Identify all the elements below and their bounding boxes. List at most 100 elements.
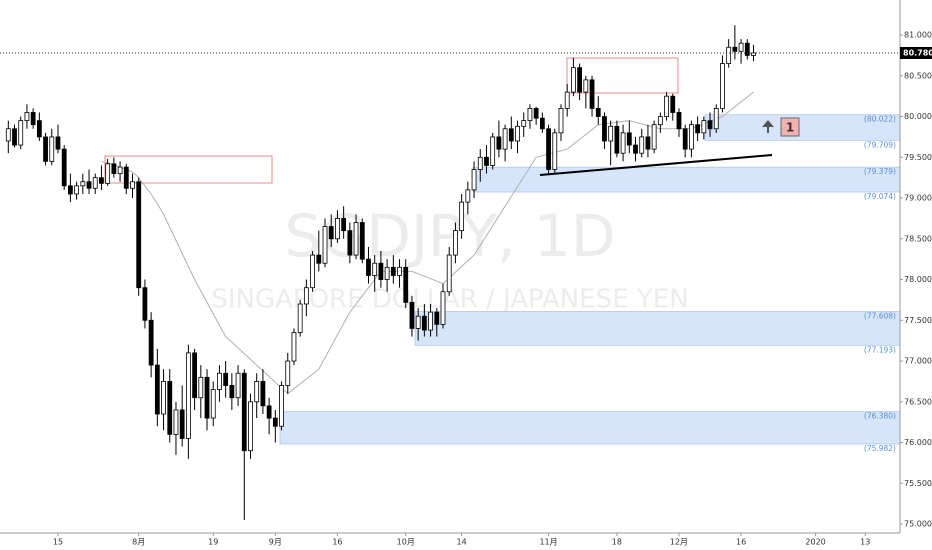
- x-tick-label: 11月: [539, 538, 557, 547]
- candle-body: [651, 124, 657, 150]
- y-tick-label: 76.000: [904, 438, 932, 447]
- candle-body: [496, 136, 502, 150]
- candle-body: [701, 120, 707, 134]
- candle-body: [5, 128, 11, 142]
- candle-body: [192, 352, 198, 399]
- x-tick-label: 8月: [132, 538, 145, 547]
- candle-body: [682, 128, 688, 150]
- candle-body: [465, 189, 471, 203]
- candle-body: [577, 67, 583, 93]
- supply-box: [566, 57, 679, 94]
- candle-body: [359, 222, 365, 260]
- candle-body: [185, 352, 191, 439]
- zones: (80.022) (79.709) (79.379) (79.074) (77.608)…: [279, 114, 901, 453]
- candle-body: [347, 230, 353, 256]
- candle-body: [403, 266, 409, 303]
- candle-body: [589, 79, 595, 109]
- candle-body: [198, 376, 204, 399]
- candle-body: [645, 136, 651, 150]
- candle-body: [235, 372, 241, 399]
- candle-body: [583, 79, 589, 93]
- zone-top-label: (79.379): [864, 167, 896, 176]
- candle-body: [390, 266, 396, 276]
- candle-body: [291, 332, 297, 362]
- candle-body: [161, 381, 166, 415]
- zone: [414, 311, 901, 346]
- y-tick-label: 78.500: [904, 234, 932, 243]
- candle-body: [639, 136, 645, 154]
- x-tick-label: 18: [612, 538, 622, 547]
- candle-body: [335, 218, 340, 240]
- y-tick-label: 80.500: [904, 71, 932, 80]
- candle-body: [303, 287, 309, 305]
- candle-body: [173, 409, 179, 435]
- moving-average: [101, 91, 754, 395]
- candle-body: [726, 46, 732, 64]
- y-tick-label: 75.000: [904, 520, 932, 529]
- x-tick-label: 13: [860, 538, 870, 547]
- candle-body: [633, 144, 638, 154]
- last-price-label: 80.780: [903, 48, 932, 57]
- candle-body: [415, 315, 421, 329]
- candle-body: [30, 112, 36, 126]
- candle-body: [595, 107, 601, 117]
- candle-body: [446, 254, 452, 293]
- x-tick-label: 9月: [269, 538, 282, 547]
- candle-body: [353, 222, 359, 256]
- candle-body: [602, 116, 607, 142]
- candle-body: [111, 163, 117, 174]
- zone-bottom-label: (79.709): [864, 140, 896, 149]
- candle-body: [533, 107, 539, 119]
- candle-body: [223, 372, 229, 386]
- candle-body: [142, 287, 148, 321]
- candle-body: [490, 136, 496, 166]
- candle-body: [707, 120, 713, 130]
- candle-body: [676, 112, 682, 130]
- candle-body: [136, 181, 142, 289]
- y-tick-label: 78.000: [904, 275, 932, 284]
- candle-body: [409, 301, 415, 329]
- candle-body: [266, 405, 272, 419]
- candle-body: [558, 107, 564, 134]
- candle-body: [527, 107, 533, 122]
- plot: [5, 25, 756, 520]
- candle-body: [732, 46, 738, 52]
- last-price-box: [900, 46, 932, 59]
- candle-body: [272, 417, 278, 427]
- candle-body: [502, 128, 508, 150]
- candle-body: [434, 311, 440, 325]
- candle-body: [713, 107, 719, 130]
- candle-body: [49, 136, 55, 162]
- zone: [279, 411, 901, 445]
- candle-body: [571, 67, 576, 93]
- zone-bottom-label: (79.074): [864, 192, 896, 201]
- zone-bottom-label: (77.193): [864, 345, 896, 354]
- candle-body: [285, 360, 291, 386]
- y-tick-label: 76.500: [904, 397, 932, 406]
- candle-body: [521, 120, 527, 127]
- candle-body: [254, 381, 260, 403]
- candle-body: [670, 95, 676, 113]
- candle-body: [61, 148, 67, 187]
- candle-body: [428, 311, 433, 331]
- candle-body: [210, 389, 216, 419]
- x-tick-label: 19: [208, 538, 218, 547]
- candle-body: [74, 185, 80, 195]
- candle-body: [117, 166, 123, 174]
- candle-body: [378, 262, 384, 280]
- candle-body: [43, 136, 48, 162]
- candle-body: [484, 156, 489, 166]
- x-tick-label: 10月: [397, 538, 415, 547]
- candle-body: [310, 254, 315, 289]
- candle-body: [508, 128, 514, 142]
- candle-body: [55, 136, 61, 150]
- candle-body: [459, 201, 465, 232]
- candle-body: [620, 132, 626, 154]
- badge: 1: [786, 121, 794, 135]
- x-tick-label: 14: [457, 538, 467, 547]
- trend-line: [539, 154, 773, 176]
- candle-body: [148, 319, 154, 366]
- candle-body: [204, 376, 210, 419]
- candle-body: [316, 254, 322, 264]
